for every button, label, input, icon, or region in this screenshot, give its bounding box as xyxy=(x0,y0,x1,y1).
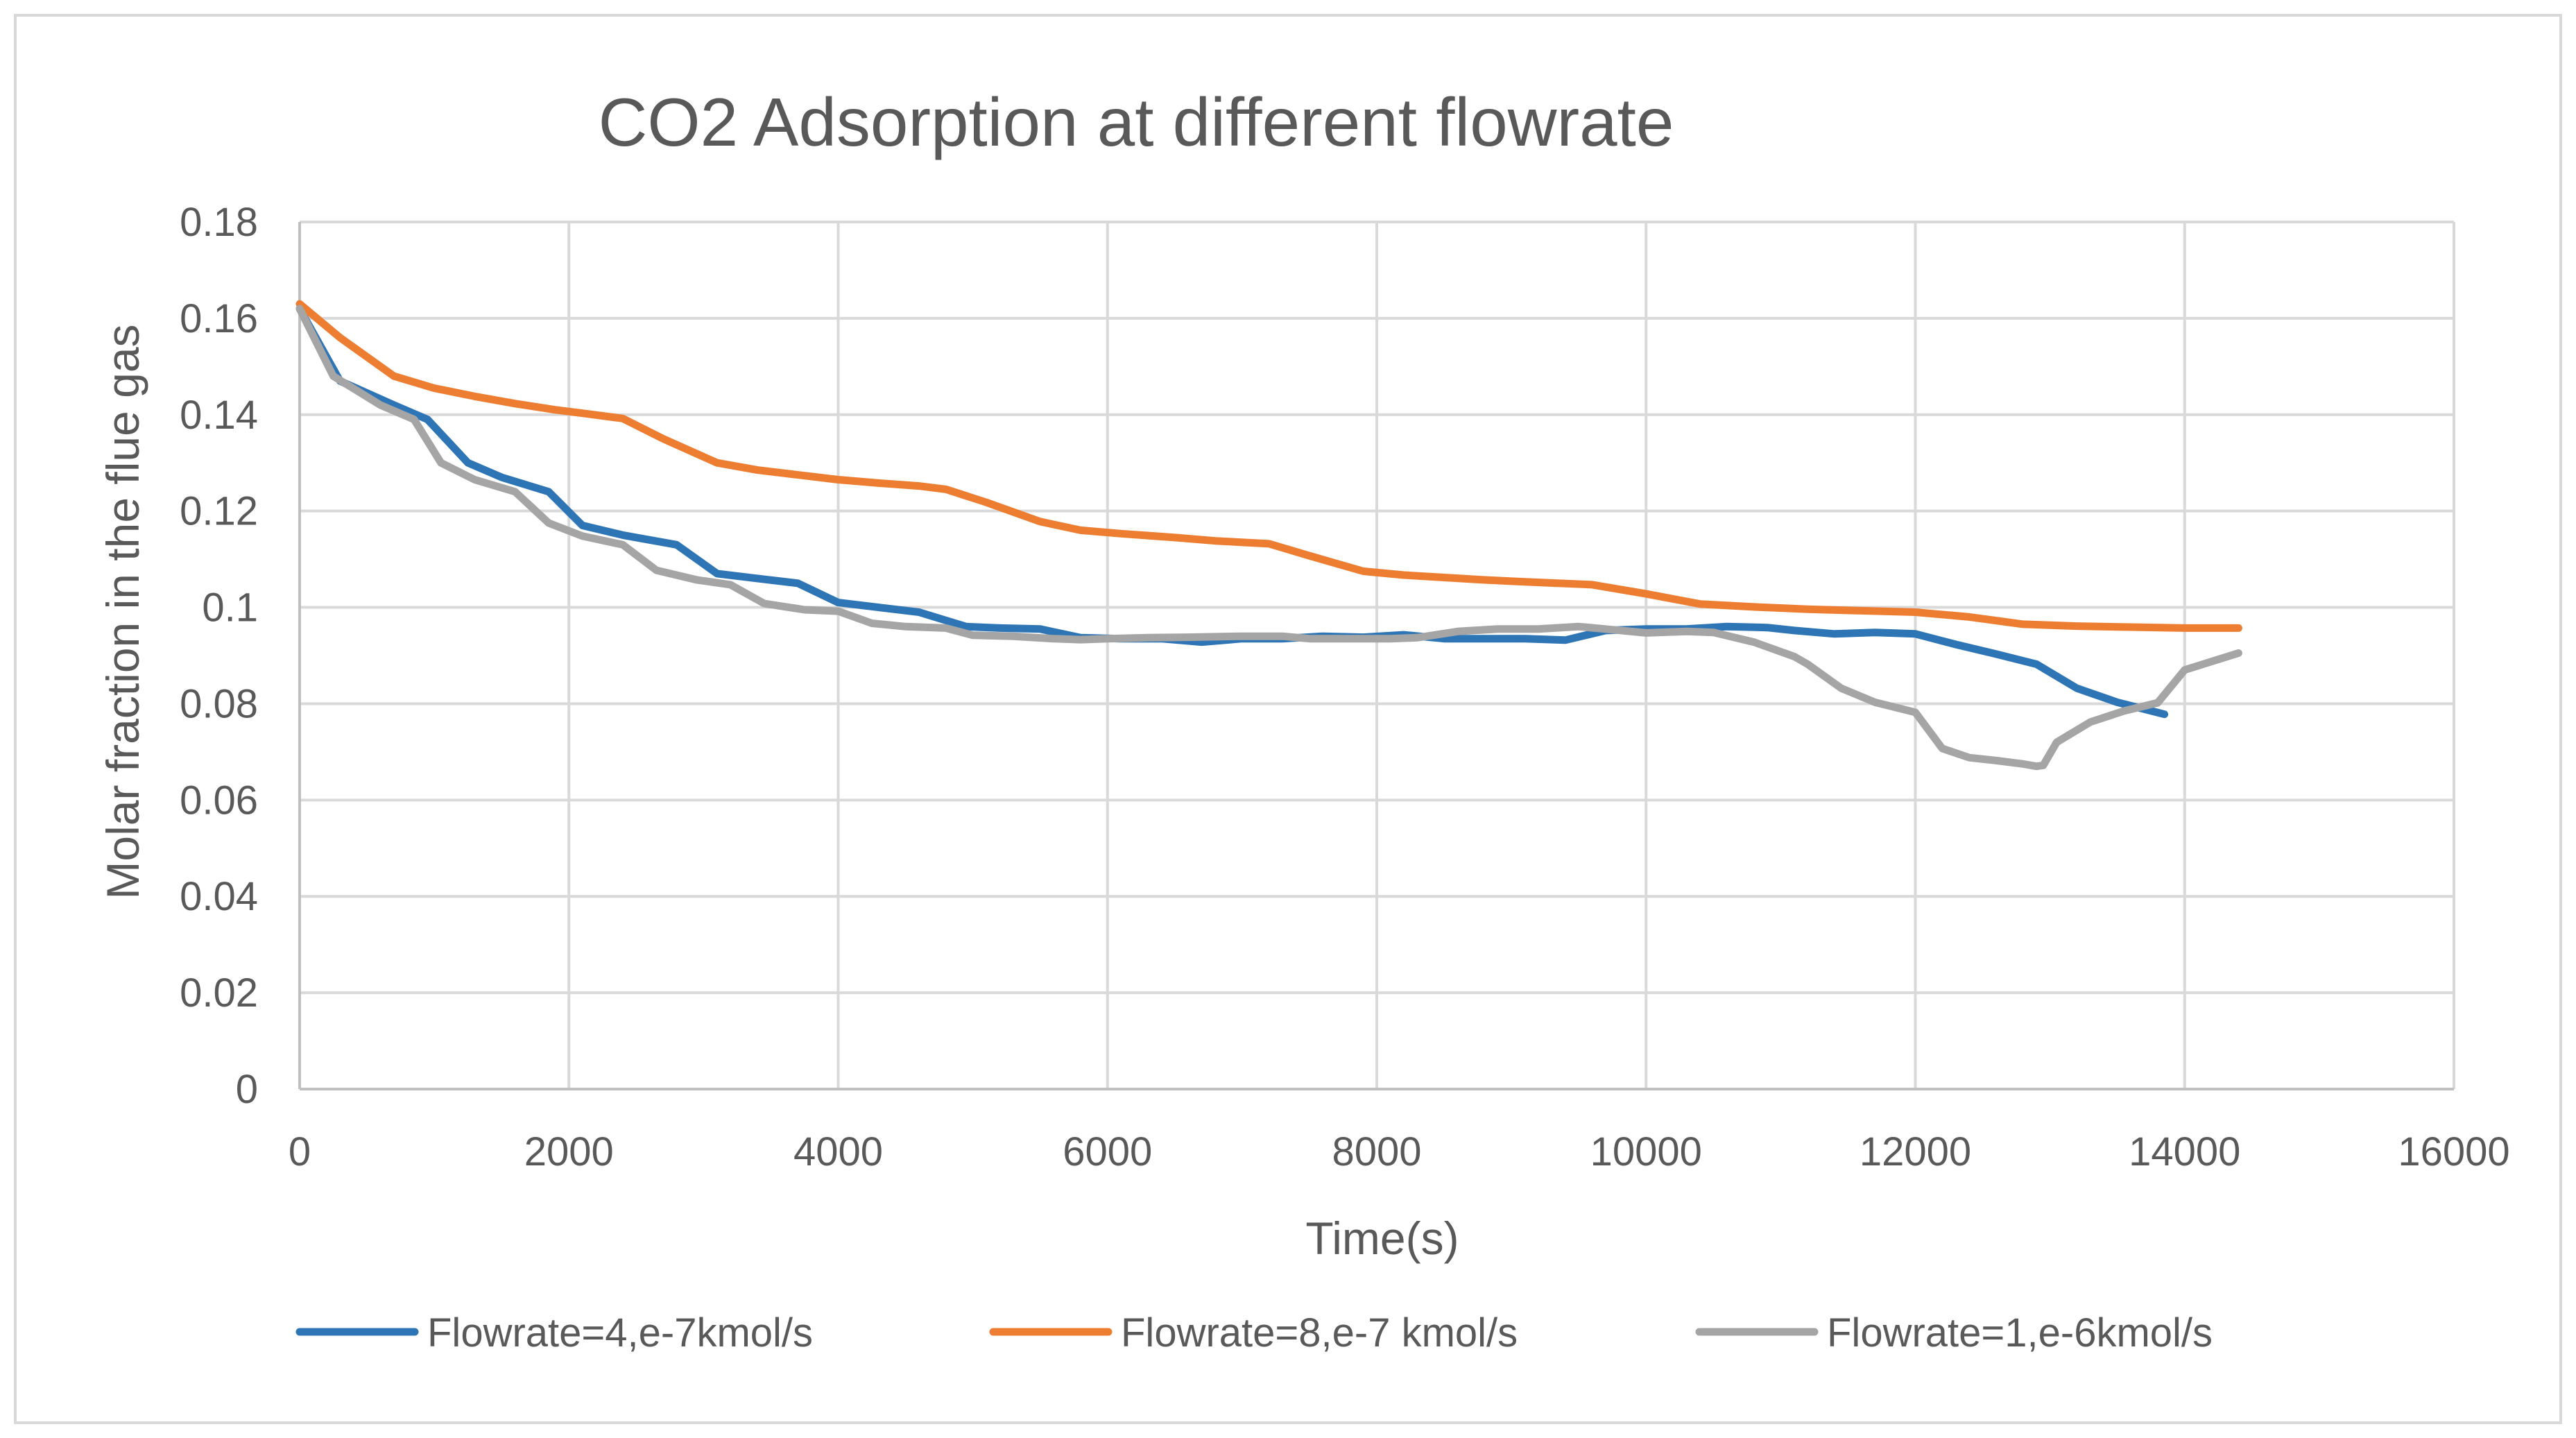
y-tick-label: 0.04 xyxy=(180,874,258,919)
x-tick-label: 0 xyxy=(289,1129,311,1174)
x-tick-label: 10000 xyxy=(1590,1129,1702,1174)
chart-frame xyxy=(14,14,2562,1424)
y-axis-title: Molar fraction in the flue gas xyxy=(97,324,148,899)
y-tick-label: 0 xyxy=(236,1067,258,1112)
x-axis-title: Time(s) xyxy=(1305,1213,1459,1264)
y-tick-label: 0.18 xyxy=(180,200,258,245)
y-tick-label: 0.16 xyxy=(180,296,258,341)
y-tick-label: 0.1 xyxy=(202,585,258,631)
series-line-2 xyxy=(295,300,2242,632)
gridlines xyxy=(300,221,2455,1089)
x-tick-label: 14000 xyxy=(2129,1129,2240,1174)
x-tick-label: 4000 xyxy=(793,1129,883,1174)
y-tick-label: 0.08 xyxy=(180,681,258,726)
y-tick-label: 0.12 xyxy=(180,489,258,534)
x-axis-tick-labels: 0 2000 4000 6000 8000 10000 12000 14000 16000 xyxy=(289,1129,2510,1174)
legend-label-2: Flowrate=8,e-7 kmol/s xyxy=(1121,1310,1518,1355)
legend-label-1: Flowrate=4,e-7kmol/s xyxy=(427,1310,813,1355)
series-lines xyxy=(295,300,2242,771)
x-tick-label: 16000 xyxy=(2398,1129,2509,1174)
x-tick-label: 12000 xyxy=(1860,1129,1971,1174)
legend-label-3: Flowrate=1,e-6kmol/s xyxy=(1827,1310,2213,1355)
x-tick-label: 2000 xyxy=(524,1129,614,1174)
y-tick-label: 0.06 xyxy=(180,778,258,823)
x-tick-label: 6000 xyxy=(1063,1129,1152,1174)
chart-title: CO2 Adsorption at different flowrate xyxy=(599,84,1674,160)
x-tick-label: 8000 xyxy=(1332,1129,1421,1174)
axes xyxy=(298,222,2454,1090)
legend: Flowrate=4,e-7kmol/s Flowrate=8,e-7 kmol/… xyxy=(295,1310,2213,1355)
y-axis-tick-labels: 0 0.02 0.04 0.06 0.08 0.1 0.12 0.14 0.16 0.18 xyxy=(180,200,258,1112)
y-tick-label: 0.14 xyxy=(180,393,258,438)
series-line-3 xyxy=(295,305,2242,771)
y-tick-label: 0.02 xyxy=(180,970,258,1016)
